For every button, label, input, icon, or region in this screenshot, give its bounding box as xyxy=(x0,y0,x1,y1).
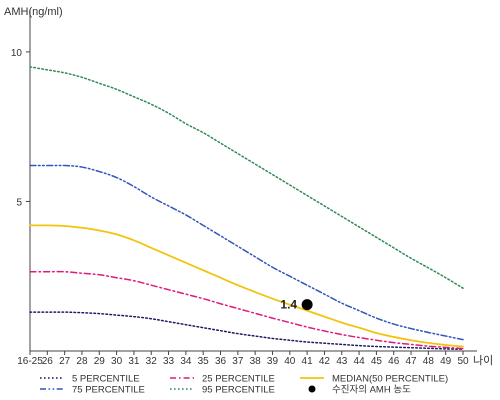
x-tick-label: 30 xyxy=(111,356,123,367)
legend-label: 5 PERCENTILE xyxy=(72,374,140,385)
legend-label: MEDIAN(50 PERCENTILE) xyxy=(332,374,448,385)
x-tick-label: 42 xyxy=(319,356,331,367)
x-axis-title: 나이 xyxy=(473,354,493,367)
x-tick-label: 39 xyxy=(267,356,279,367)
x-tick-label: 34 xyxy=(180,356,192,367)
patient-amh-value-label: 1.4 xyxy=(280,298,297,312)
x-tick-label: 32 xyxy=(146,356,158,367)
x-tick-label: 26 xyxy=(42,356,54,367)
x-tick-label: 50 xyxy=(457,356,469,367)
x-tick-label: 43 xyxy=(336,356,348,367)
legend-label: 수진자의 AMH 농도 xyxy=(332,385,411,396)
x-tick-label: 36 xyxy=(215,356,227,367)
x-tick-label: 33 xyxy=(163,356,175,367)
series-line-25-percentile xyxy=(29,270,464,350)
legend-label: 25 PERCENTILE xyxy=(202,374,275,385)
x-tick-label: 47 xyxy=(405,356,417,367)
y-axis-title: AMH(ng/ml) xyxy=(4,6,63,18)
x-tick-label: 28 xyxy=(76,356,88,367)
x-tick-label: 44 xyxy=(354,356,366,367)
x-tick-label: 29 xyxy=(94,356,106,367)
y-tick-label: 5 xyxy=(16,197,22,208)
series-line-5-percentile xyxy=(29,311,464,350)
x-tick-label: 35 xyxy=(198,356,210,367)
series-line-95-percentile xyxy=(29,66,464,289)
x-tick-label: 27 xyxy=(59,356,71,367)
x-tick-label: 37 xyxy=(232,356,244,367)
x-tick-label: 45 xyxy=(371,356,383,367)
series-line-75-percentile xyxy=(29,164,464,341)
x-tick-label: 41 xyxy=(302,356,314,367)
x-tick-label: 48 xyxy=(423,356,435,367)
x-tick-label: 38 xyxy=(250,356,262,367)
x-tick-label: 16-25 xyxy=(17,356,43,367)
legend-label: 75 PERCENTILE xyxy=(72,385,145,396)
series-line-median-50-percentile xyxy=(29,224,464,348)
legend-marker xyxy=(308,385,316,393)
x-tick-label: 46 xyxy=(388,356,400,367)
x-tick-label: 49 xyxy=(440,356,452,367)
chart-points: 1.4 xyxy=(280,298,313,312)
patient-amh-point xyxy=(301,299,313,311)
legend-label: 95 PERCENTILE xyxy=(202,385,275,396)
x-tick-label: 31 xyxy=(128,356,140,367)
x-tick-label: 40 xyxy=(284,356,296,367)
y-tick-label: 10 xyxy=(11,48,23,59)
chart-series xyxy=(29,66,464,350)
